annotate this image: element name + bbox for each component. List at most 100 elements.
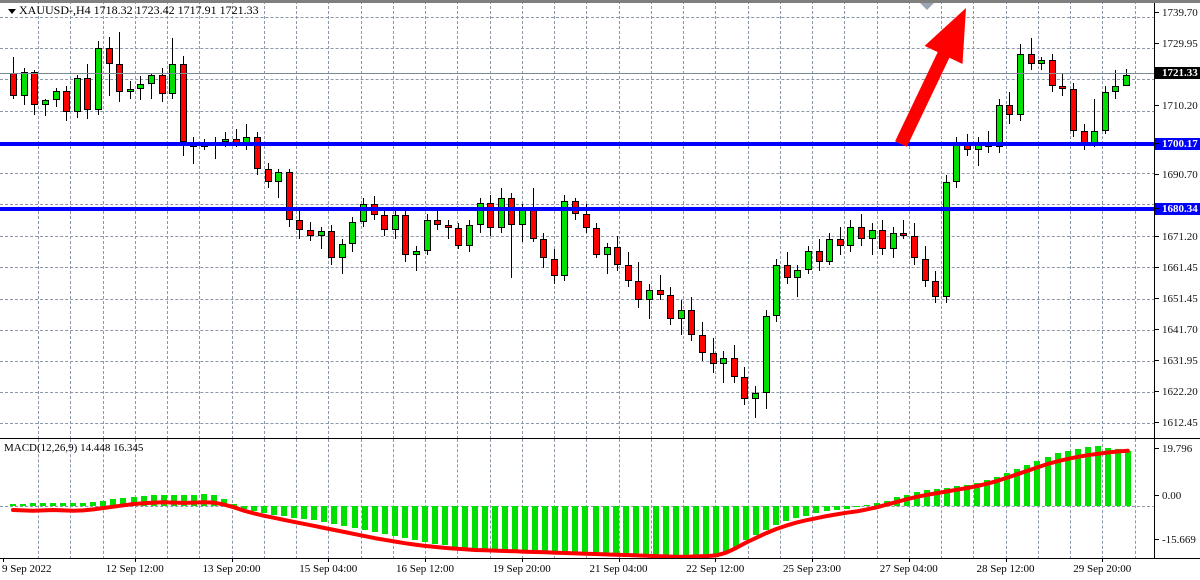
gridline-vertical — [102, 1, 104, 439]
gridline-vertical — [425, 439, 426, 559]
macd-histogram-bar — [723, 506, 729, 554]
candle-wick — [872, 223, 873, 256]
macd-histogram-bar — [60, 502, 66, 506]
macd-histogram-bar — [151, 495, 157, 506]
macd-signal-line — [11, 448, 1130, 559]
price-level-badge[interactable]: 1680.34 — [1155, 203, 1200, 215]
chart-scroll-caret-icon[interactable] — [920, 3, 934, 10]
price-plot-area[interactable] — [0, 1, 1155, 439]
macd-histogram-bar — [542, 506, 548, 553]
candle-bearish — [657, 290, 664, 296]
gridline-vertical — [779, 1, 781, 439]
gridline-vertical — [941, 439, 942, 559]
macd-histogram-bar — [271, 506, 277, 515]
price-axis-tick-label: 1651.45 — [1162, 293, 1198, 305]
gridline-vertical — [425, 1, 426, 439]
candle-wick — [988, 130, 989, 154]
macd-panel[interactable]: MACD(12,26,9) 14.448 16.345 19.796 0.00 -1… — [0, 438, 1200, 560]
gridline-vertical — [844, 1, 846, 439]
gridline-vertical — [1005, 1, 1007, 439]
macd-histogram-bar — [1004, 472, 1010, 506]
gridline-vertical — [38, 1, 39, 439]
macd-histogram-bar — [964, 485, 970, 506]
time-axis-label: 22 Sep 12:00 — [686, 558, 745, 575]
candle-wick — [321, 226, 322, 249]
time-axis-label: 16 Sep 12:00 — [395, 558, 455, 575]
macd-histogram-bar — [1095, 446, 1101, 506]
time-axis-label: 13 Sep 20:00 — [202, 558, 261, 575]
candle-bearish — [710, 352, 717, 364]
gridline-vertical — [618, 1, 620, 439]
price-axis[interactable]: 1739.70 1729.95 1721.33 1710.20 1700.17 1690.… — [1154, 1, 1200, 439]
candle-bullish — [996, 105, 1003, 147]
resistance-level-line[interactable] — [0, 142, 1155, 146]
candle-bullish — [752, 392, 759, 400]
gridline-vertical — [296, 1, 297, 439]
gridline-horizontal — [0, 110, 1155, 112]
macd-axis-tick-label: -15.669 — [1162, 534, 1196, 546]
candle-bearish — [328, 231, 335, 259]
time-axis[interactable]: 9 Sep 2022 12 Sep 12:00 13 Sep 20:00 15 Sep… — [0, 558, 1200, 580]
current-price-badge[interactable]: 1721.33 — [1155, 67, 1200, 79]
macd-histogram-bar — [331, 506, 337, 524]
macd-histogram-bar — [552, 506, 558, 554]
price-axis-tick-label: 1700.17 — [1162, 138, 1198, 150]
macd-histogram-bar — [301, 506, 307, 519]
gridline-vertical — [554, 439, 555, 559]
macd-histogram-bar — [100, 500, 106, 506]
candle-bullish — [1017, 54, 1024, 115]
gridline-vertical — [167, 439, 168, 559]
price-axis-tick-label: 1622.20 — [1162, 386, 1198, 398]
macd-histogram-bar — [402, 506, 408, 538]
candle-bearish — [741, 376, 748, 400]
gridline-horizontal — [0, 423, 1155, 425]
candle-bearish — [900, 232, 907, 237]
candle-bearish — [932, 280, 939, 297]
gridline-vertical — [941, 1, 942, 439]
gridline-vertical — [683, 439, 684, 559]
macd-indicator-label[interactable]: MACD(12,26,9) 14.448 16.345 — [4, 442, 144, 454]
macd-axis-tick: 0.00 — [1155, 490, 1200, 502]
symbol-header[interactable]: XAUUSD-,H4 1718.32 1723.42 1717.91 1721.… — [8, 3, 259, 18]
candle-bullish — [773, 264, 780, 316]
macd-histogram-bar — [392, 506, 398, 536]
macd-histogram-bar — [251, 506, 257, 512]
gridline-vertical — [812, 1, 813, 439]
gridline-vertical — [973, 1, 975, 439]
price-level-badge[interactable]: 1700.17 — [1155, 138, 1200, 150]
macd-histogram-bar — [291, 506, 297, 518]
macd-histogram-bar — [412, 506, 418, 540]
macd-histogram-bar — [683, 506, 689, 559]
candle-bearish — [508, 197, 515, 225]
macd-axis-tick-label: 0.00 — [1162, 490, 1182, 502]
macd-axis-tick-label: 19.796 — [1162, 443, 1193, 455]
candle-wick — [797, 264, 798, 297]
macd-histogram-bar — [442, 506, 448, 546]
candle-bullish — [137, 84, 144, 90]
time-axis-label: 21 Sep 04:00 — [589, 558, 648, 575]
macd-plot-area[interactable] — [0, 439, 1155, 559]
gridline-vertical — [392, 439, 394, 559]
candle-wick — [1094, 98, 1095, 147]
macd-histogram-bar — [864, 505, 870, 507]
time-axis-label: 9 Sep 2022 — [2, 558, 52, 575]
price-axis-tick-label: 1680.34 — [1162, 203, 1198, 215]
candle-bearish — [159, 74, 166, 94]
macd-histogram-bar — [693, 506, 699, 559]
price-axis-tick: 1622.20 — [1155, 386, 1200, 398]
macd-histogram-bar — [1105, 447, 1111, 506]
candle-bearish — [63, 90, 70, 112]
gridline-vertical — [263, 1, 265, 439]
chevron-down-icon[interactable] — [8, 8, 16, 14]
macd-histogram-bar — [733, 506, 739, 547]
macd-histogram-bar — [231, 504, 237, 506]
candle-bullish — [805, 250, 812, 270]
price-chart-panel[interactable]: XAUUSD-,H4 1718.32 1723.42 1717.91 1721.… — [0, 0, 1200, 440]
candle-wick — [755, 386, 756, 419]
current-price-line[interactable] — [0, 73, 1155, 74]
macd-histogram-bar — [834, 506, 840, 511]
candle-bearish — [593, 228, 600, 256]
macd-histogram-bar — [1014, 468, 1020, 506]
support-level-line[interactable] — [0, 207, 1155, 211]
